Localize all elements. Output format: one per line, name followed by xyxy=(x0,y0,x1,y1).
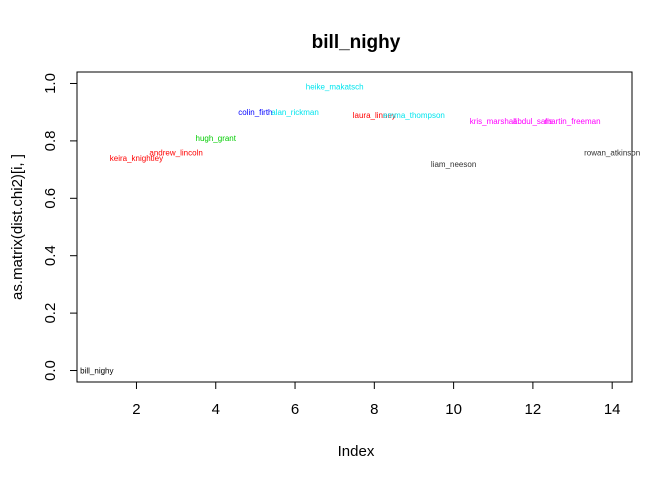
data-point-label: emma_thompson xyxy=(383,111,445,120)
y-tick-label: 0.0 xyxy=(42,360,59,381)
x-tick-label: 4 xyxy=(212,401,220,418)
data-point-label: bill_nighy xyxy=(80,367,113,376)
x-axis-label: Index xyxy=(338,443,375,460)
y-axis-label: as.matrix(dist.chi2)[i, ] xyxy=(9,154,26,300)
y-tick-label: 0.8 xyxy=(42,130,59,151)
data-point-label: hugh_grant xyxy=(196,134,237,143)
y-tick-label: 0.4 xyxy=(42,245,59,266)
data-point-label: alan_rickman xyxy=(271,108,319,117)
data-point-label: martin_freeman xyxy=(545,117,601,126)
x-tick-label: 12 xyxy=(525,401,542,418)
x-tick-label: 10 xyxy=(445,401,462,418)
data-point-label: andrew_lincoln xyxy=(149,148,202,157)
x-tick-label: 8 xyxy=(370,401,378,418)
data-point-label: abdul_salis xyxy=(513,117,553,126)
y-tick-label: 1.0 xyxy=(42,73,59,94)
data-point-label: keira_knightley xyxy=(110,154,163,163)
x-tick-label: 6 xyxy=(291,401,299,418)
x-axis: 2 4 6 8 10 12 14 xyxy=(132,381,621,418)
chart-title: bill_nighy xyxy=(312,32,401,53)
x-tick-label: 14 xyxy=(604,401,621,418)
data-point-label: liam_neeson xyxy=(431,160,476,169)
y-tick-label: 0.6 xyxy=(42,188,59,209)
data-point-label: laura_linney xyxy=(353,111,396,120)
data-point-label: rowan_atkinson xyxy=(584,148,640,157)
data-point-label: kris_marshall xyxy=(470,117,517,126)
data-point-label: colin_firth xyxy=(238,108,272,117)
y-tick-label: 0.2 xyxy=(42,303,59,324)
data-point-label: heike_makatsch xyxy=(306,82,364,91)
x-tick-label: 2 xyxy=(132,401,140,418)
y-axis: 0.0 0.2 0.4 0.6 0.8 1.0 xyxy=(42,73,78,381)
